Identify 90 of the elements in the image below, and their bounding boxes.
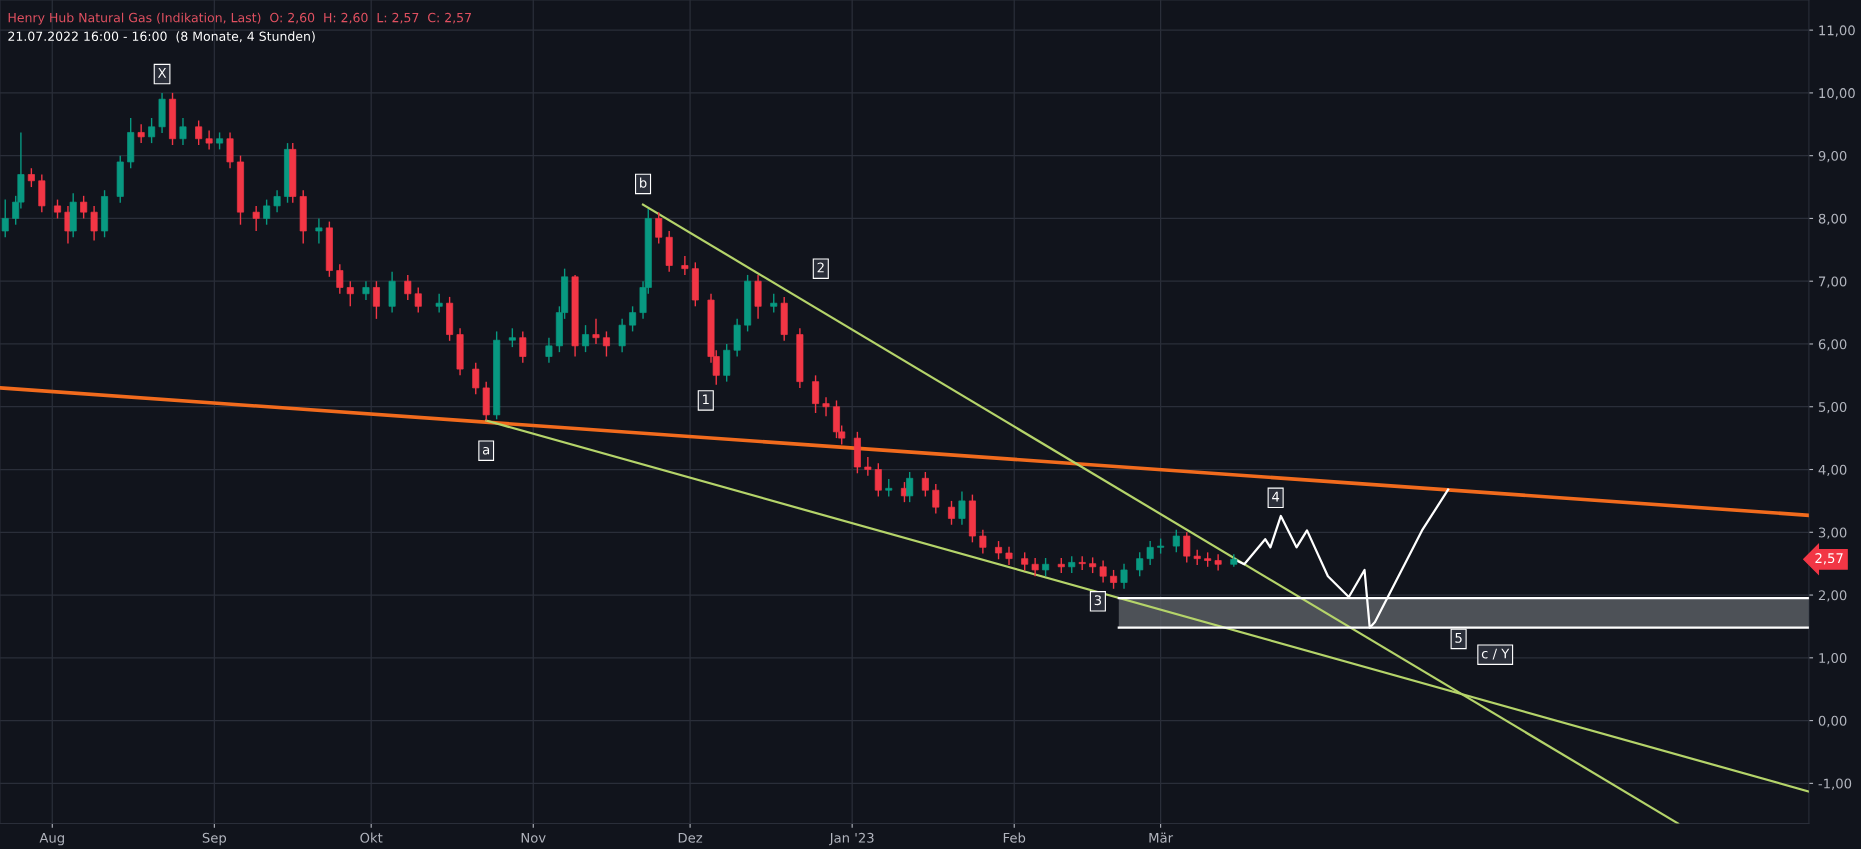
candlestick [273,189,281,213]
x-tick-label: Dez [678,832,703,843]
candlestick [1146,540,1154,566]
candlestick [618,318,626,353]
candlestick [263,198,271,226]
y-tick-label: 0,00 [1818,715,1847,728]
candlestick [137,123,145,144]
candlestick [629,305,637,333]
candlestick [226,131,234,169]
annotation: 2 [817,262,824,273]
candlestick [906,471,914,503]
candlestick [932,483,940,515]
candlestick [1136,551,1144,577]
x-tick-label: Nov [521,832,546,843]
candlestick [592,318,600,345]
candlestick [1,198,9,238]
annotation: 1 [703,394,709,405]
candlestick [372,280,380,320]
candlestick [602,330,610,358]
y-tick-label: 11,00 [1819,25,1855,37]
candlestick [1042,557,1050,577]
candlestick [812,374,820,414]
candlestick [822,396,830,417]
y-tick-label: 6,00 [1818,339,1847,351]
candlestick [148,117,156,144]
candlestick [362,280,370,301]
candlestick [54,198,61,220]
annotation: c / Y [1481,648,1510,660]
candlestick [336,263,344,295]
x-tick-label: Feb [1003,832,1026,843]
x-tick-label: Okt [360,832,383,843]
text: Henry Hub Natural Gas (Indikation, Last) O: 2,60 H: 2,60 L: 2,57 C: 2,57 [8,12,471,25]
y-tick-label: 4,00 [1818,464,1847,477]
candlestick [414,286,422,314]
candlestick [435,293,443,314]
candlestick [864,456,872,477]
candlestick [655,211,663,245]
candlestick [27,167,35,188]
annotation: b [640,177,647,188]
candlestick [252,205,260,232]
y-tick-label: 1,00 [1819,653,1847,665]
y-tick-label: -1,00 [1818,778,1852,790]
candlestick [472,362,480,395]
text: 2,57 [1815,553,1843,565]
y-tick-label: 8,00 [1818,213,1847,225]
candlestick [681,255,689,276]
x-tick-label: Mär [1149,832,1174,843]
annotation: 3 [1094,595,1102,606]
annotation: 5 [1455,633,1462,643]
candlestick [205,129,213,151]
candlestick [179,117,187,146]
x-tick-label: Sep [202,832,227,846]
candlestick [1120,562,1128,590]
annotation: a [482,446,490,455]
candlestick [1031,557,1039,577]
candlestick [948,500,955,526]
candlestick [995,540,1003,560]
y-tick-label: 10,00 [1819,88,1855,100]
candlestick [346,280,354,308]
candlestick [958,490,966,526]
x-tick-label: Aug [39,832,64,846]
candlestick [404,274,412,301]
y-tick-label: 3,00 [1818,527,1847,539]
candlestick [519,330,527,364]
text: 21.07.2022 16:00 - 16:00 (8 Monate, 4 Stunden) [8,31,315,43]
candlestick [508,327,516,348]
candlestick [1021,551,1029,572]
candlestick [80,195,88,220]
annotation: X [157,68,167,78]
candlestick [90,205,98,242]
candlestick [195,119,203,146]
candlestick [545,337,553,364]
y-tick-label: 5,00 [1818,401,1847,414]
candlestick [979,529,987,555]
candlestick [1183,531,1191,564]
y-tick-label: 9,00 [1818,150,1847,163]
y-tick-label: 7,00 [1819,276,1847,288]
candlestick [1214,553,1222,572]
candlestick [1099,559,1107,584]
candlestick [1110,569,1118,590]
candlestick [1172,529,1180,554]
candlestick [921,471,929,498]
candlestick [1005,546,1013,566]
annotation: 4 [1272,491,1280,502]
candlestick [770,293,778,314]
y-tick-label: 2,00 [1818,590,1847,602]
candlestick [315,217,323,245]
x-tick-label: Jan '23 [829,832,874,846]
candlestick [582,324,590,353]
candlestick [874,462,882,498]
